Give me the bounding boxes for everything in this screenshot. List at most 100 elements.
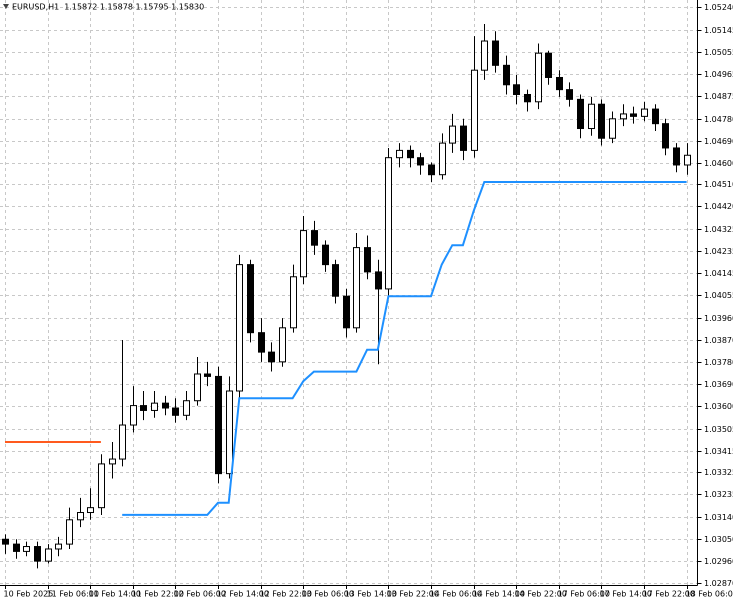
candle-body [45, 548, 52, 562]
grid [0, 0, 698, 585]
x-tick-label: 18 Feb 06:00 [686, 590, 733, 599]
x-tick-label: 11 Feb 14:00 [89, 590, 141, 599]
candle-body [322, 244, 329, 266]
y-tick-label: 1.04235 [704, 247, 733, 256]
y-tick-label: 1.05055 [704, 48, 733, 57]
y-tick-label: 1.03415 [704, 447, 733, 456]
candle-body [460, 125, 467, 151]
candle-body [513, 84, 520, 95]
candle-body [343, 295, 350, 329]
x-tick-label: 12 Feb 22:00 [260, 590, 312, 599]
candle-body [598, 103, 605, 139]
candle-body [417, 157, 424, 166]
y-tick-label: 1.03780 [704, 358, 733, 367]
candle-body [215, 375, 222, 475]
candle-body [23, 546, 30, 552]
candle-body [300, 230, 307, 278]
candle-body [311, 230, 318, 246]
candle-body [109, 458, 116, 465]
candle-body [545, 52, 552, 78]
candle-body [279, 327, 286, 363]
candle-body [407, 149, 414, 159]
y-tick-label: 1.04965 [704, 70, 733, 79]
candle-body [13, 543, 20, 552]
candle-body [98, 463, 105, 509]
y-tick-label: 1.03235 [704, 490, 733, 499]
candle-body [471, 69, 478, 151]
candle-body [428, 164, 435, 176]
candle-body [130, 405, 137, 426]
candle-body [258, 332, 265, 353]
x-tick-label: 13 Feb 14:00 [345, 590, 397, 599]
candle-body [652, 108, 659, 125]
x-tick-label: 17 Feb 14:00 [600, 590, 652, 599]
candle-body [641, 108, 648, 117]
candle-body [481, 40, 488, 71]
y-tick-label: 1.03140 [704, 513, 733, 522]
candle-body [151, 402, 158, 411]
candle-body [247, 264, 254, 334]
x-tick-label: 14 Feb 22:00 [515, 590, 567, 599]
x-tick-label: 13 Feb 06:00 [302, 590, 354, 599]
candle-body [290, 276, 297, 329]
y-tick-label: 1.05145 [704, 26, 733, 35]
x-tick-label: 12 Feb 14:00 [217, 590, 269, 599]
candle-body [162, 402, 169, 409]
y-tick-label: 1.03870 [704, 336, 733, 345]
y-tick-label: 1.04875 [704, 92, 733, 101]
candle-body [492, 40, 499, 66]
x-tick-label: 14 Feb 06:00 [430, 590, 482, 599]
candle-body [577, 98, 584, 130]
candle-body [396, 149, 403, 159]
candle-body [673, 147, 680, 166]
y-tick-label: 1.04510 [704, 180, 733, 189]
y-tick-label: 1.04600 [704, 159, 733, 168]
y-tick-label: 1.03050 [704, 535, 733, 544]
menu-icon[interactable] [3, 4, 9, 9]
x-tick-label: 17 Feb 06:00 [558, 590, 610, 599]
candle-body [183, 400, 190, 416]
chart-subtitle: 1.15872 1.15878 1.15795 1.15830 [64, 3, 204, 12]
y-tick-label: 1.03325 [704, 468, 733, 477]
plot [2, 24, 691, 569]
candle-body [375, 271, 382, 290]
y-tick-label: 1.04780 [704, 115, 733, 124]
y-tick-label: 1.04690 [704, 137, 733, 146]
candle-body [535, 52, 542, 103]
candle-body [684, 154, 691, 166]
candle-body [503, 64, 510, 86]
candle-body [620, 113, 627, 120]
y-tick-label: 1.02870 [704, 579, 733, 588]
y-tick-label: 1.03600 [704, 402, 733, 411]
candle-body [385, 157, 392, 290]
candle-body [194, 373, 201, 402]
y-tick-label: 1.05240 [704, 3, 733, 12]
candle-body [556, 76, 563, 91]
candle-body [588, 103, 595, 130]
y-tick-label: 1.03690 [704, 380, 733, 389]
y-tick-label: 1.04145 [704, 269, 733, 278]
y-tick-label: 1.03505 [704, 425, 733, 434]
candle-body [119, 424, 126, 460]
x-tick-label: 13 Feb 22:00 [387, 590, 439, 599]
candle-body [226, 390, 233, 475]
candle-body [439, 142, 446, 176]
candle-body [2, 538, 9, 545]
x-tick-label: 17 Feb 22:00 [643, 590, 695, 599]
indicator-line [122, 181, 687, 516]
candle-body [609, 118, 616, 139]
x-tick-label: 11 Feb 22:00 [132, 590, 184, 599]
candle-body [55, 543, 62, 550]
candle-body [204, 373, 211, 377]
candle-body [364, 247, 371, 273]
candle-body [630, 113, 637, 117]
candle-body [140, 405, 147, 411]
candle-body [66, 519, 73, 545]
candle-body [566, 89, 573, 100]
candle-body [332, 264, 339, 297]
candle-body [236, 264, 243, 392]
x-tick-label: 11 Feb 06:00 [47, 590, 99, 599]
candle-body [34, 546, 41, 562]
